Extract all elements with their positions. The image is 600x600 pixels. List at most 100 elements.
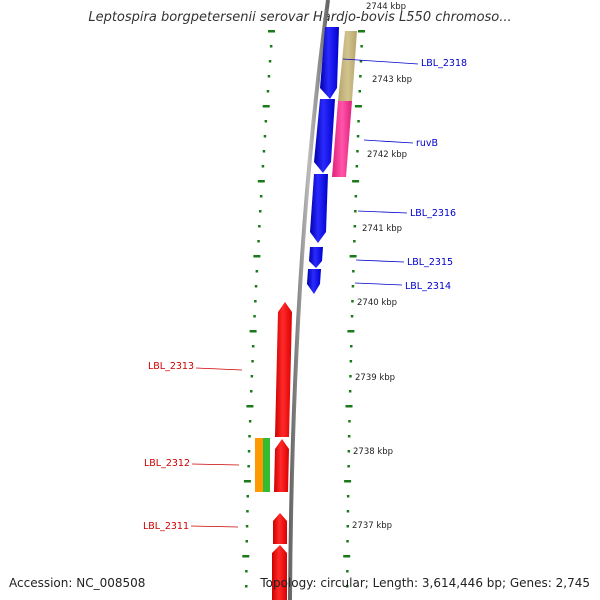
minor-tick <box>251 345 255 348</box>
minor-tick <box>264 120 268 123</box>
major-tick <box>243 480 251 483</box>
major-tick <box>344 480 352 483</box>
reverse-gene-labels: LBL_2313 LBL_2312 LBL_2311 <box>143 361 243 532</box>
minor-tick <box>255 270 259 273</box>
minor-tick <box>354 195 358 198</box>
minor-tick <box>359 60 363 63</box>
gene-label-lbl-2315[interactable]: LBL_2315 <box>407 257 453 268</box>
chromosome-backbone <box>288 0 330 600</box>
major-tick <box>242 555 250 558</box>
minor-tick <box>248 420 252 423</box>
minor-tick <box>349 360 353 363</box>
minor-tick <box>259 195 263 198</box>
gene-label-lbl-2314[interactable]: LBL_2314 <box>405 281 451 292</box>
gene-arrow-partial-bottom[interactable] <box>272 545 287 600</box>
gene-arrow-lbl-2312[interactable] <box>274 439 289 492</box>
gene-label-ruvb[interactable]: ruvB <box>416 138 438 149</box>
minor-tick <box>354 210 357 213</box>
major-tick <box>352 180 360 183</box>
accession-text: Accession: NC_008508 <box>9 576 146 590</box>
minor-tick <box>268 60 272 63</box>
minor-tick <box>350 345 353 348</box>
minor-tick <box>347 465 350 468</box>
minor-tick <box>359 75 362 78</box>
feature-orange-block <box>255 438 263 492</box>
minor-tick <box>356 135 360 138</box>
minor-tick <box>253 315 256 318</box>
minor-tick <box>351 285 355 288</box>
minor-tick <box>349 375 352 378</box>
minor-tick <box>246 510 249 513</box>
minor-tick <box>352 270 355 273</box>
gene-arrow-lbl-2311[interactable] <box>273 513 287 544</box>
minor-tick <box>245 585 248 588</box>
minor-tick <box>355 165 359 168</box>
minor-tick <box>259 210 262 213</box>
minor-tick <box>347 435 351 438</box>
major-tick <box>345 405 353 408</box>
minor-tick <box>254 300 257 303</box>
major-tick <box>268 30 275 33</box>
gene-arrow-lbl-2318[interactable] <box>320 27 339 99</box>
kbp-label: 2739 kbp <box>355 373 395 383</box>
minor-tick <box>247 450 251 453</box>
minor-tick <box>245 525 249 528</box>
gene-arrow-lbl-2314[interactable] <box>307 269 321 294</box>
minor-tick <box>250 390 253 393</box>
outer-tick-column <box>343 30 365 588</box>
major-tick <box>358 30 365 33</box>
gene-label-lbl-2311[interactable]: LBL_2311 <box>143 521 189 532</box>
minor-tick <box>348 390 352 393</box>
minor-tick <box>262 150 266 153</box>
minor-tick <box>245 570 248 573</box>
minor-tick <box>347 450 351 453</box>
gene-label-lbl-2313[interactable]: LBL_2313 <box>148 361 194 372</box>
kbp-label: 2741 kbp <box>362 224 402 234</box>
minor-tick <box>353 240 356 243</box>
map-title: Leptospira borgpetersenii serovar Hardjo… <box>88 10 512 25</box>
major-tick <box>347 330 355 333</box>
gene-arrow-ruvb[interactable] <box>314 99 335 173</box>
minor-tick <box>353 225 357 228</box>
minor-tick <box>356 150 359 153</box>
kbp-label: 2738 kbp <box>353 447 393 457</box>
gene-label-lbl-2318[interactable]: LBL_2318 <box>421 58 467 69</box>
minor-tick <box>346 585 349 588</box>
major-tick <box>249 330 257 333</box>
minor-tick <box>247 465 250 468</box>
gene-label-lbl-2316[interactable]: LBL_2316 <box>410 208 456 219</box>
minor-tick <box>351 300 354 303</box>
minor-tick <box>245 540 248 543</box>
minor-tick <box>267 75 271 78</box>
major-tick <box>354 105 362 108</box>
minor-tick <box>346 570 349 573</box>
major-tick <box>257 180 265 183</box>
minor-tick <box>348 420 351 423</box>
kbp-label: 2744 kbp <box>366 2 406 12</box>
minor-tick <box>269 45 273 48</box>
minor-tick <box>350 315 354 318</box>
feature-green-block <box>263 438 270 492</box>
feature-pink-block <box>332 101 352 177</box>
gene-label-lbl-2312[interactable]: LBL_2312 <box>144 458 190 469</box>
minor-tick <box>257 240 260 243</box>
minor-tick <box>248 435 251 438</box>
minor-tick <box>346 510 350 513</box>
major-tick <box>343 555 351 558</box>
topology-text: Topology: circular; Length: 3,614,446 bp… <box>260 576 590 590</box>
minor-tick <box>246 495 249 498</box>
minor-tick <box>266 90 270 93</box>
minor-tick <box>360 45 363 48</box>
minor-tick <box>258 225 261 228</box>
gene-arrow-lbl-2313[interactable] <box>275 302 292 437</box>
forward-gene-labels: LBL_2318 ruvB LBL_2316 LBL_2315 LBL_2314 <box>342 58 467 292</box>
kbp-label: 2740 kbp <box>357 298 397 308</box>
gene-arrow-lbl-2316[interactable] <box>310 174 328 243</box>
gene-arrow-lbl-2315[interactable] <box>309 247 323 268</box>
major-tick <box>253 255 261 258</box>
major-tick <box>246 405 254 408</box>
kbp-label: 2743 kbp <box>372 75 412 85</box>
feature-tan-block <box>338 31 357 101</box>
minor-tick <box>357 120 360 123</box>
